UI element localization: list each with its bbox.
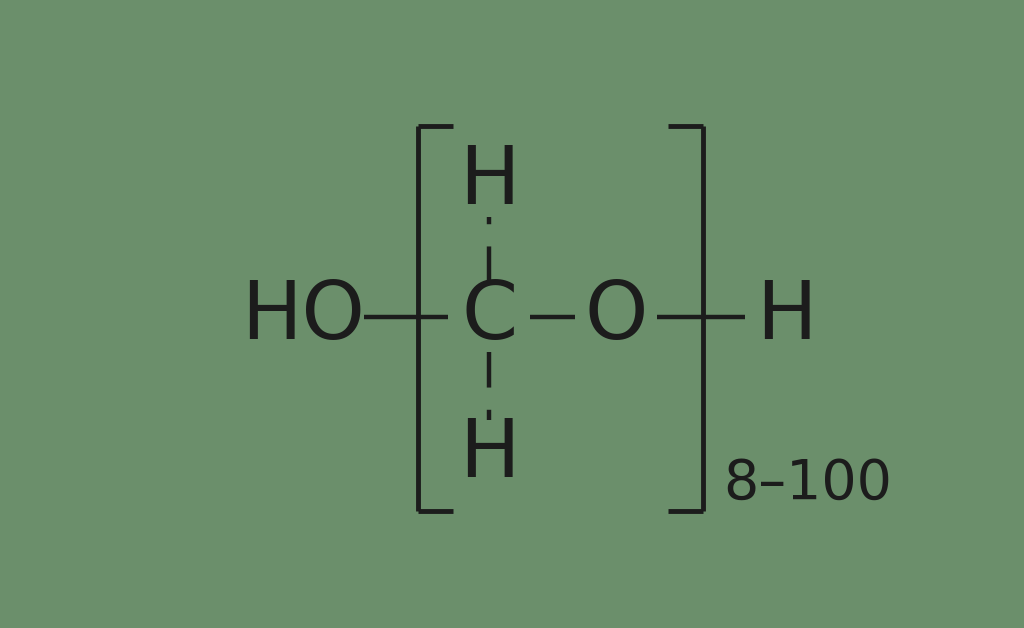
Text: 8–100: 8–100	[723, 457, 892, 511]
Text: H: H	[757, 278, 817, 356]
Text: H: H	[459, 143, 519, 221]
Text: HO: HO	[241, 278, 365, 356]
Text: O: O	[585, 278, 648, 356]
Text: C: C	[461, 278, 517, 356]
Text: H: H	[459, 416, 519, 494]
